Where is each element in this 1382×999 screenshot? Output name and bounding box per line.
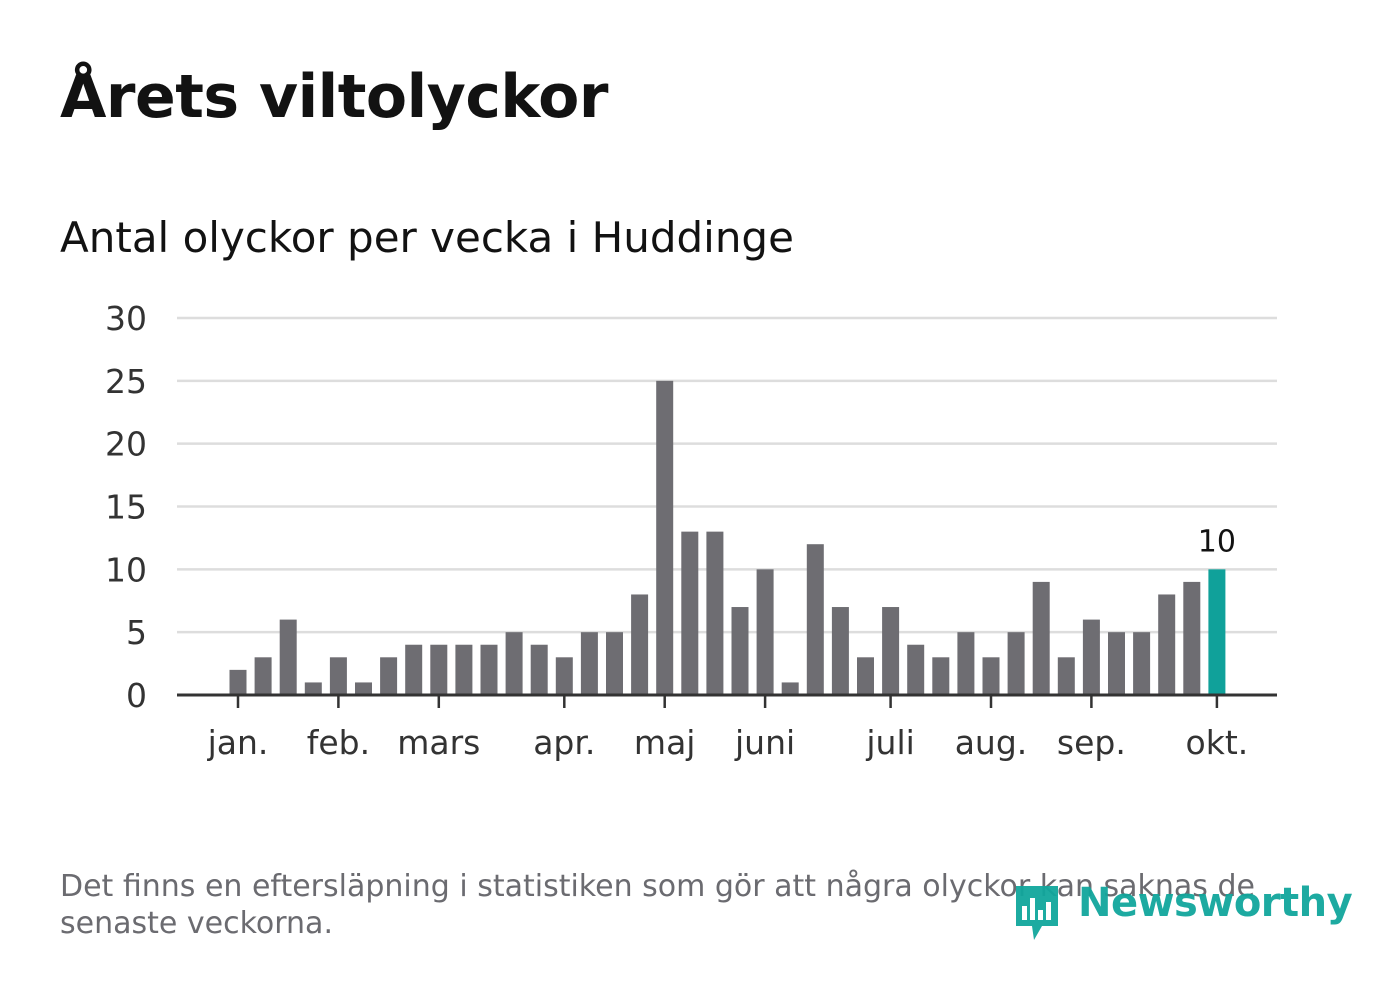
y-tick-label: 5 — [126, 613, 147, 652]
bar — [405, 644, 423, 695]
bar — [279, 619, 297, 695]
bar — [957, 632, 975, 695]
bar — [480, 644, 498, 695]
bar — [380, 657, 398, 695]
bar — [505, 632, 523, 695]
bar — [304, 682, 322, 695]
bar — [631, 594, 649, 695]
bar — [1108, 632, 1125, 695]
bar — [1133, 632, 1151, 695]
bar-chart: 0 5 10 15 20 25 30 jan. feb. mars apr. maj juni juli… — [105, 299, 1277, 762]
bar — [430, 644, 448, 695]
chart-title: Årets viltolyckor — [60, 62, 609, 132]
x-tick-label: okt. — [1186, 723, 1249, 762]
y-axis-ticks: 0 5 10 15 20 25 30 — [105, 299, 147, 715]
bar — [781, 682, 799, 695]
x-tick-label: juni — [734, 723, 795, 762]
bar — [656, 380, 674, 695]
bar — [982, 657, 1000, 695]
x-tick-label: maj — [634, 723, 696, 762]
x-tick-label: feb. — [307, 723, 370, 762]
bars — [229, 380, 1226, 695]
newsworthy-logo-text: Newsworthy — [1078, 880, 1353, 926]
bar — [580, 632, 598, 695]
y-tick-label: 10 — [105, 550, 147, 589]
newsworthy-logo-icon — [1016, 886, 1058, 940]
x-tick-label: aug. — [955, 723, 1028, 762]
bar — [706, 531, 724, 695]
bar — [530, 644, 548, 695]
bar — [254, 657, 272, 695]
x-tick-label: apr. — [533, 723, 595, 762]
chart-subtitle: Antal olyckor per vecka i Huddinge — [60, 213, 794, 262]
x-tick-label: juli — [865, 723, 914, 762]
bar — [355, 682, 372, 695]
bar — [1183, 581, 1201, 695]
x-tick-label: jan. — [207, 723, 269, 762]
bar-highlighted — [1208, 569, 1226, 695]
x-axis: jan. feb. mars apr. maj juni juli aug. sep. okt. — [177, 693, 1277, 762]
bar — [681, 531, 699, 695]
data-label: 10 — [1198, 524, 1236, 559]
bar — [932, 657, 950, 695]
bar — [806, 544, 824, 695]
x-tick-label: mars — [397, 723, 480, 762]
bar — [555, 657, 573, 695]
bar — [857, 657, 874, 695]
bar — [831, 607, 849, 695]
bar — [1057, 657, 1075, 695]
bar — [606, 632, 623, 695]
bar — [756, 569, 774, 695]
bar — [229, 669, 247, 695]
y-tick-label: 30 — [105, 299, 147, 338]
y-tick-label: 25 — [105, 362, 147, 401]
bar — [1082, 619, 1100, 695]
gridlines — [177, 316, 1277, 634]
bar — [1032, 581, 1050, 695]
data-labels: 10 — [1198, 524, 1236, 559]
y-tick-label: 15 — [105, 488, 147, 527]
x-tick-label: sep. — [1057, 723, 1126, 762]
bar — [731, 607, 749, 695]
newsworthy-logo: Newsworthy — [1012, 880, 1353, 942]
bar — [1007, 632, 1025, 695]
y-tick-label: 0 — [126, 676, 147, 715]
bar — [882, 607, 900, 695]
bar — [329, 657, 347, 695]
bar — [1158, 594, 1176, 695]
bar — [907, 644, 925, 695]
bar — [455, 644, 473, 695]
y-tick-label: 20 — [105, 425, 147, 464]
